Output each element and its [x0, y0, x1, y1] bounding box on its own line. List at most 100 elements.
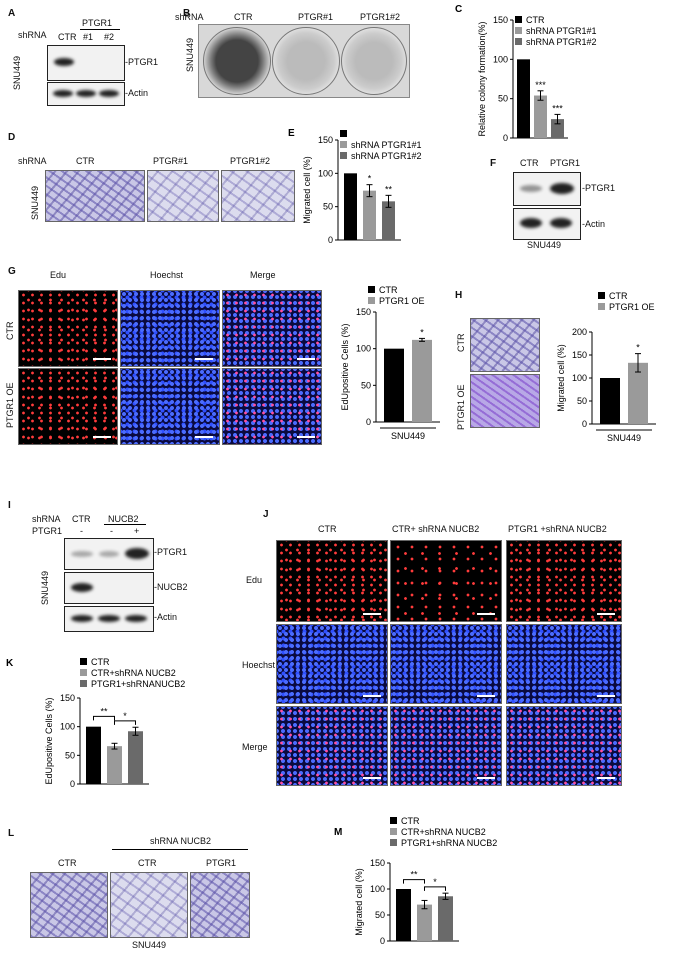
bar [412, 339, 432, 422]
col-ctr: CTR [72, 514, 91, 524]
dish [272, 27, 340, 95]
significance-label: *** [535, 80, 546, 90]
sign-minus: - [80, 526, 83, 536]
y-tick-label: 0 [328, 235, 333, 245]
band [520, 218, 542, 228]
y-tick-label: 150 [572, 350, 587, 360]
row-edu: Edu [246, 575, 263, 585]
legend-swatch [80, 680, 87, 687]
col-ctr: CTR [58, 858, 77, 868]
band-label-ptgr1: -PTGR1 [125, 57, 159, 67]
hoechst-image [120, 290, 220, 367]
legend-label: CTR [401, 816, 420, 826]
sign-plus: + [134, 526, 140, 536]
legend-swatch [598, 292, 605, 299]
y-tick-label: 50 [577, 396, 587, 406]
chart-k: K 0 50 100 150 EdUpositive Cells (%) CTRCTR+s… [6, 657, 185, 789]
y-axis-label: Migrated cell (%) [354, 868, 364, 936]
band [71, 583, 93, 592]
legend-swatch [515, 27, 522, 34]
legend-swatch [515, 38, 522, 45]
significance-label: ** [385, 184, 393, 194]
band-label-ptgr1: -PTGR1 [154, 547, 188, 557]
significance-label: * [368, 174, 372, 184]
band-label-nucb2: -NUCB2 [154, 582, 188, 592]
band [71, 551, 93, 557]
lane-ctr: CTR [58, 32, 77, 42]
col-merge: Merge [250, 270, 276, 280]
col-ptgr1-2: PTGR1#2 [230, 156, 271, 166]
lane-group-ptgr1: PTGR1 [82, 18, 113, 28]
legend-label: shRNA PTGR1#2 [351, 151, 422, 161]
bar [628, 362, 648, 424]
band [98, 615, 120, 622]
row-ptgr1-oe: PTGR1 OE [5, 382, 15, 428]
legend-label: CTR [379, 285, 398, 295]
legend-swatch [340, 130, 347, 137]
blot-actin [513, 208, 581, 240]
col-edu: Edu [50, 270, 67, 280]
migration-image [470, 374, 540, 428]
bar [128, 731, 143, 784]
y-axis-label: Migrated cell (%) [556, 344, 566, 412]
col-ctr-2: CTR [138, 858, 157, 868]
y-tick-label: 0 [366, 417, 371, 427]
band [53, 90, 73, 97]
shrna-label: shRNA [18, 30, 47, 40]
bar [600, 378, 620, 424]
legend-swatch [368, 286, 375, 293]
legend-swatch [340, 141, 347, 148]
panel-label-m: M [334, 827, 342, 838]
group-underline [80, 29, 120, 30]
bar [396, 889, 411, 941]
panel-label-k: K [6, 658, 14, 669]
col-ctr-shrna: CTR+ shRNA NUCB2 [392, 524, 480, 534]
y-tick-label: 100 [60, 722, 75, 732]
bar [534, 95, 547, 138]
bar [344, 173, 357, 240]
band-label-ptgr1: -PTGR1 [582, 183, 616, 193]
panel-label-a: A [8, 8, 16, 19]
band [550, 183, 574, 194]
band [99, 551, 119, 557]
legend-swatch [390, 817, 397, 824]
y-tick-label: 50 [375, 910, 385, 920]
merge-image [506, 706, 622, 786]
row-ctr: CTR [456, 333, 466, 353]
blot-actin [64, 606, 154, 632]
significance-label: *** [552, 103, 563, 113]
bar [417, 904, 432, 941]
legend-label: CTR [609, 291, 628, 301]
y-tick-label: 100 [572, 373, 587, 383]
col-ptgr1-1: PTGR#1 [153, 156, 189, 166]
legend-label: CTR [526, 15, 545, 25]
band [54, 58, 74, 66]
edu-image [276, 540, 388, 622]
cell-line-label: SNU449 [132, 940, 167, 950]
col-ptgr1-1: PTGR#1 [298, 12, 334, 22]
significance-label: * [420, 327, 424, 337]
y-tick-label: 0 [380, 936, 385, 946]
hoechst-image [120, 368, 220, 445]
y-tick-label: 50 [323, 202, 333, 212]
blot-nucb2 [64, 572, 154, 604]
bar [384, 348, 404, 422]
edu-image [18, 368, 118, 445]
row-ctr: CTR [5, 321, 15, 341]
blot-ptgr1 [513, 172, 581, 206]
row-ptgr1-oe: PTGR1 OE [456, 384, 466, 430]
panel-label-d: D [8, 132, 16, 143]
panel-label-b: B [183, 8, 191, 19]
band [550, 218, 572, 228]
legend-label: PTGR1 OE [609, 302, 655, 312]
hoechst-image [390, 624, 502, 704]
panel-label-c: C [455, 4, 462, 15]
significance-label: * [433, 877, 437, 887]
band-label-actin: -Actin [125, 88, 149, 98]
lane-1: #1 [83, 32, 94, 42]
row-merge: Merge [242, 742, 268, 752]
y-tick-label: 0 [503, 133, 508, 143]
legend-label: shRNA PTGR1#1 [526, 26, 597, 36]
bar [382, 201, 395, 240]
edu-image [506, 540, 622, 622]
